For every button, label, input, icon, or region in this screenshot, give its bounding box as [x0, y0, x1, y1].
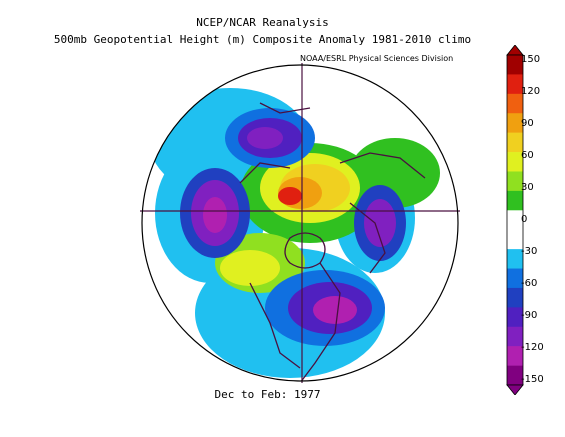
colorbar-swatch: [507, 210, 523, 231]
anomaly-field: [142, 65, 458, 381]
colorbar-tick-label: 150: [521, 54, 541, 65]
polar-map: [140, 63, 460, 383]
colorbar-tick-label: -150: [521, 374, 544, 385]
colorbar-tick-label: 120: [521, 86, 541, 97]
colorbar-tick-label: 90: [521, 118, 534, 129]
colorbar-swatch: [507, 93, 523, 114]
credit-label: NOAA/ESRL Physical Sciences Division: [300, 54, 454, 63]
colorbar-tick-label: -120: [521, 342, 544, 353]
colorbar-swatch: [507, 74, 523, 95]
colorbar-swatch: [507, 326, 523, 347]
colorbar-swatch: [507, 268, 523, 289]
colorbar-tick-label: 60: [521, 150, 534, 161]
period-label: Dec to Feb: 1977: [214, 388, 321, 401]
colorbar-swatch: [507, 55, 523, 75]
colorbar-tick-label: 30: [521, 182, 534, 193]
colorbar-tick-label: -30: [521, 246, 538, 257]
colorbar-tick-label: -90: [521, 310, 538, 321]
colorbar-swatch: [507, 346, 523, 366]
colorbar-tick-label: -60: [521, 278, 538, 289]
colorbar-arrow-bottom: [506, 384, 524, 395]
figure-title: NCEP/NCAR Reanalysis: [196, 16, 329, 29]
figure-subtitle: 500mb Geopotential Height (m) Composite …: [53, 33, 472, 46]
colorbar-swatch: [507, 132, 523, 153]
colorbar-swatch: [507, 287, 523, 308]
arctic-high-core: [278, 187, 302, 205]
colorbar-tick-label: 0: [521, 214, 528, 225]
colorbar-swatch: [507, 365, 523, 386]
colorbar-swatch: [507, 249, 523, 269]
coastlines: [239, 102, 426, 381]
america-low-core: [313, 296, 357, 324]
pacific-low-core: [247, 127, 283, 149]
colorbar-swatch: [507, 113, 523, 133]
colorbar: [506, 45, 524, 395]
west-low-core: [203, 197, 227, 233]
map-boundary: [141, 64, 459, 382]
colorbar-swatch: [507, 229, 523, 250]
colorbar-swatch: [507, 307, 523, 328]
colorbar-swatch: [507, 152, 523, 172]
colorbar-swatch: [507, 171, 523, 192]
colorbar-swatch: [507, 190, 523, 211]
